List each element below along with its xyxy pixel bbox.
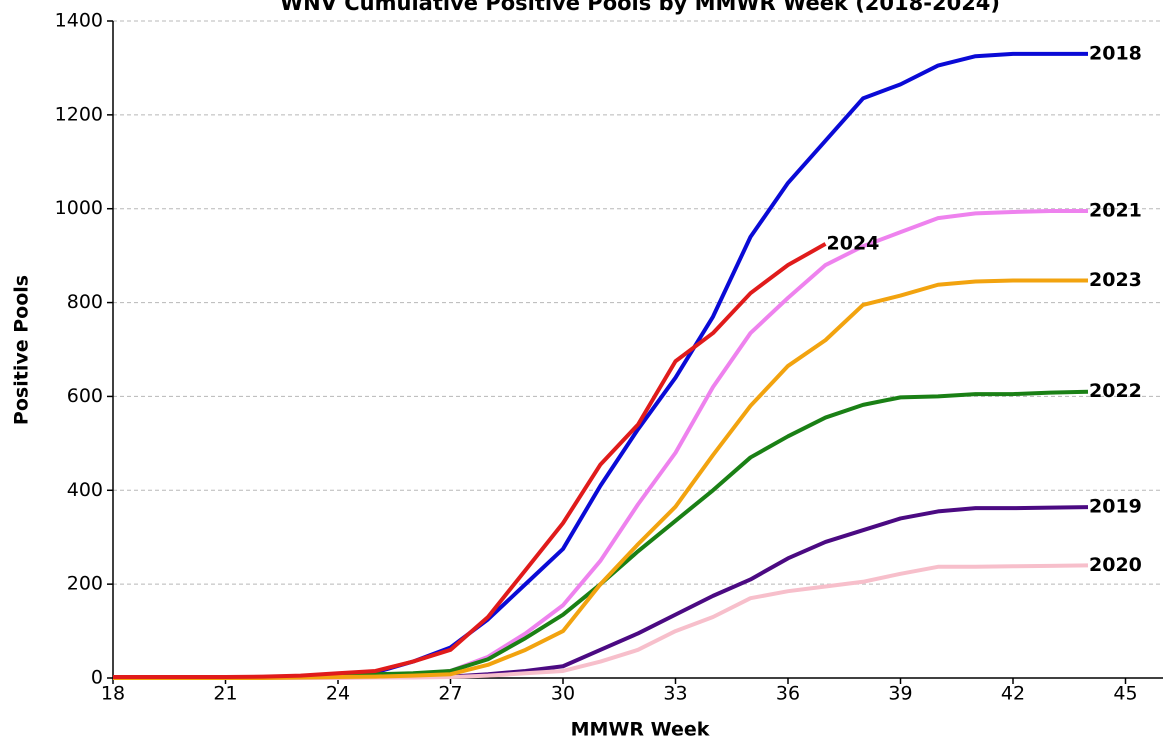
x-tick-label: 24 <box>326 683 350 705</box>
x-tick-label: 30 <box>551 683 575 705</box>
series-label: 2019 <box>1089 496 1142 518</box>
x-tick-label: 39 <box>888 683 912 705</box>
x-tick-label: 42 <box>1001 683 1025 705</box>
x-tick-label: 45 <box>1113 683 1137 705</box>
series-line <box>113 389 1089 680</box>
y-tick-label: 1000 <box>55 197 103 219</box>
y-axis-label: Positive Pools <box>11 275 33 425</box>
series-label: 2024 <box>827 232 880 254</box>
x-tick-label: 36 <box>776 683 800 705</box>
x-tick-label: 27 <box>438 683 462 705</box>
series-line <box>113 242 827 680</box>
series-line <box>113 505 1089 680</box>
series-line <box>113 278 1088 680</box>
y-tick-label: 0 <box>91 667 103 689</box>
series-label: 2022 <box>1089 380 1142 402</box>
y-tick-label: 1200 <box>55 103 103 125</box>
x-axis-label: MMWR Week <box>571 719 710 741</box>
series-label: 2023 <box>1089 269 1142 291</box>
series-label: 2021 <box>1089 200 1142 222</box>
series-line <box>113 209 1088 680</box>
y-tick-label: 600 <box>67 385 103 407</box>
x-tick-label: 18 <box>101 683 125 705</box>
y-tick-label: 1400 <box>55 10 103 32</box>
y-tick-label: 400 <box>67 479 103 501</box>
x-tick-label: 21 <box>213 683 237 705</box>
chart-title: WNV Cumulative Positive Pools by MMWR We… <box>280 0 1000 15</box>
series-label: 2018 <box>1089 42 1142 64</box>
y-tick-label: 800 <box>67 291 103 313</box>
x-tick-label: 33 <box>663 683 687 705</box>
y-tick-label: 200 <box>67 573 103 595</box>
series-label: 2020 <box>1089 554 1142 576</box>
